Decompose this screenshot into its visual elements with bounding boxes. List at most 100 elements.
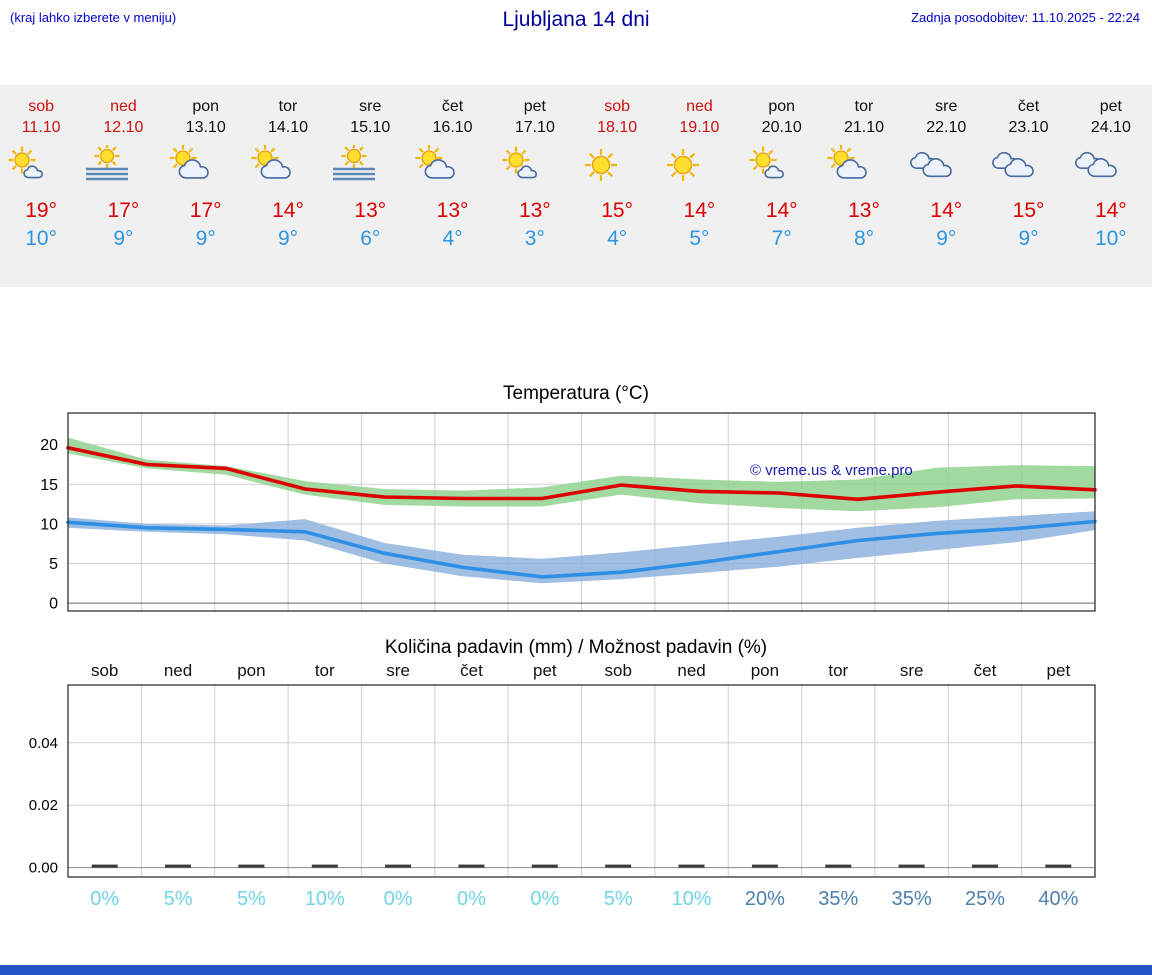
low-temp: 9° (1018, 227, 1039, 250)
low-temp: 5° (689, 227, 710, 250)
high-temp: 13° (518, 199, 551, 222)
high-temp: 13° (436, 199, 469, 222)
precip-bar (238, 864, 265, 868)
sun-glyph (749, 146, 777, 174)
precip-probability: 5% (603, 888, 633, 910)
day-name: ned (686, 98, 713, 115)
precip-day-label: sre (386, 661, 410, 680)
sun-glyph (341, 145, 367, 169)
precip-probability: 5% (236, 888, 266, 910)
high-temp: 14° (765, 199, 798, 222)
precip-bar (972, 864, 998, 868)
temperature-chart-title: Temperatura (°C) (503, 383, 649, 404)
forecast-day: čet 16.10 13° 4° (411, 97, 493, 253)
svg-text:20: 20 (40, 437, 58, 454)
svg-text:0: 0 (49, 596, 58, 613)
day-date: 19.10 (679, 119, 720, 136)
high-temp: 17° (189, 199, 222, 222)
day-date: 17.10 (514, 119, 555, 136)
weather-icon-wrap (1070, 145, 1152, 191)
weather-icon-wrap (905, 145, 987, 191)
day-name: sre (359, 98, 382, 115)
low-temp: 6° (360, 227, 381, 250)
low-temp: 10° (1094, 227, 1127, 250)
weather-icon-wrap (165, 145, 247, 191)
high-temp: 13° (354, 199, 387, 222)
low-temp: 9° (277, 227, 299, 250)
svg-text:10: 10 (40, 516, 58, 533)
svg-text:15: 15 (40, 477, 58, 494)
day-name: ned (110, 98, 137, 115)
precipitation-chart: 0.00 0.02 0.04 (29, 684, 1096, 878)
low-temp: 9° (195, 227, 216, 250)
forecast-strip: sob 11.10 19° 10° ned 12.10 17° 9° pon 13.10 17° 9°… (0, 85, 1152, 287)
precip-probability-row: 0% 5% 5% 10% 0% 0% 0% 5% 10% 20% 35% 35% 25% 40% (68, 888, 1095, 911)
precip-probability: 35% (891, 888, 932, 910)
day-date: 14.10 (267, 119, 309, 136)
precip-bar (898, 864, 925, 868)
day-date: 24.10 (1090, 119, 1131, 136)
forecast-day: sob 11.10 19° 10° (0, 97, 82, 253)
sun-cloud-icon (169, 145, 209, 179)
precip-bar (311, 864, 338, 868)
low-temp: 3° (524, 227, 545, 250)
precip-bar (165, 864, 191, 868)
precip-probability: 10% (671, 888, 712, 910)
day-date: 22.10 (926, 119, 967, 136)
day-name: pon (192, 98, 220, 115)
weather-icon-wrap (329, 145, 411, 191)
day-name: sre (935, 98, 958, 115)
forecast-day: čet 23.10 15° 9° (987, 97, 1069, 253)
precip-day-label: ned (163, 661, 193, 680)
forecast-day: tor 21.10 13° 8° (823, 97, 905, 253)
precip-bar (91, 864, 118, 868)
weather-icon-wrap (741, 145, 823, 191)
high-temp: 15° (601, 199, 634, 222)
precip-day-labels: sob ned pon tor sre čet pet sob ned pon tor sre čet p… (68, 661, 1095, 681)
cloud-glyph (836, 159, 867, 179)
low-temp: 9° (113, 227, 134, 250)
high-temp: 14° (1094, 199, 1127, 222)
cloud-glyph (922, 158, 952, 178)
precip-bar (605, 864, 632, 868)
low-temp: 4° (607, 227, 628, 250)
precip-bar (751, 864, 778, 868)
weather-icon-wrap (494, 145, 576, 191)
high-temp: 14° (930, 199, 963, 222)
weather-icon-wrap (247, 145, 329, 191)
precip-day-label: ned (677, 661, 706, 680)
last-update: Zadnja posodobitev: 11.10.2025 - 22:24 (911, 10, 1140, 25)
weather-icon-wrap (576, 145, 658, 191)
page-title: Ljubljana 14 dni (502, 8, 650, 31)
precip-day-label: čet (460, 661, 483, 680)
day-date: 11.10 (21, 119, 61, 136)
header: (kraj lahko izberete v meniju) Ljubljana… (0, 0, 1152, 44)
sun-glyph (667, 149, 700, 181)
precip-probability: 35% (818, 888, 859, 910)
precip-bar (385, 864, 412, 868)
precip-day-label: pon (237, 661, 266, 680)
sun-glyph (94, 145, 120, 169)
low-temp: 10° (25, 227, 58, 250)
day-name: tor (278, 98, 298, 115)
forecast-day: ned 12.10 17° 9° (82, 97, 164, 253)
precip-bar (678, 864, 705, 868)
day-date: 23.10 (1008, 119, 1049, 136)
precip-probability: 0% (383, 888, 413, 910)
precip-day-label: tor (314, 661, 335, 680)
cloud-glyph (1004, 158, 1035, 178)
precip-probability: 10% (304, 888, 345, 910)
day-date: 13.10 (185, 119, 226, 136)
sun-small-cloud-icon (502, 146, 537, 179)
sun-fog-icon (333, 145, 376, 181)
forecast-day: sob 18.10 15° 4° (576, 97, 658, 253)
precip-day-label: sre (899, 661, 924, 680)
cloud-glyph (1087, 158, 1117, 178)
day-name: pet (523, 98, 546, 115)
sun-small-cloud-icon (8, 146, 44, 179)
precip-probability: 0% (457, 888, 486, 910)
precip-day-label: pet (1046, 661, 1071, 680)
weather-icon-wrap (658, 145, 740, 191)
watermark: © vreme.us & vreme.pro (750, 462, 913, 479)
high-temp: 15° (1012, 199, 1045, 222)
